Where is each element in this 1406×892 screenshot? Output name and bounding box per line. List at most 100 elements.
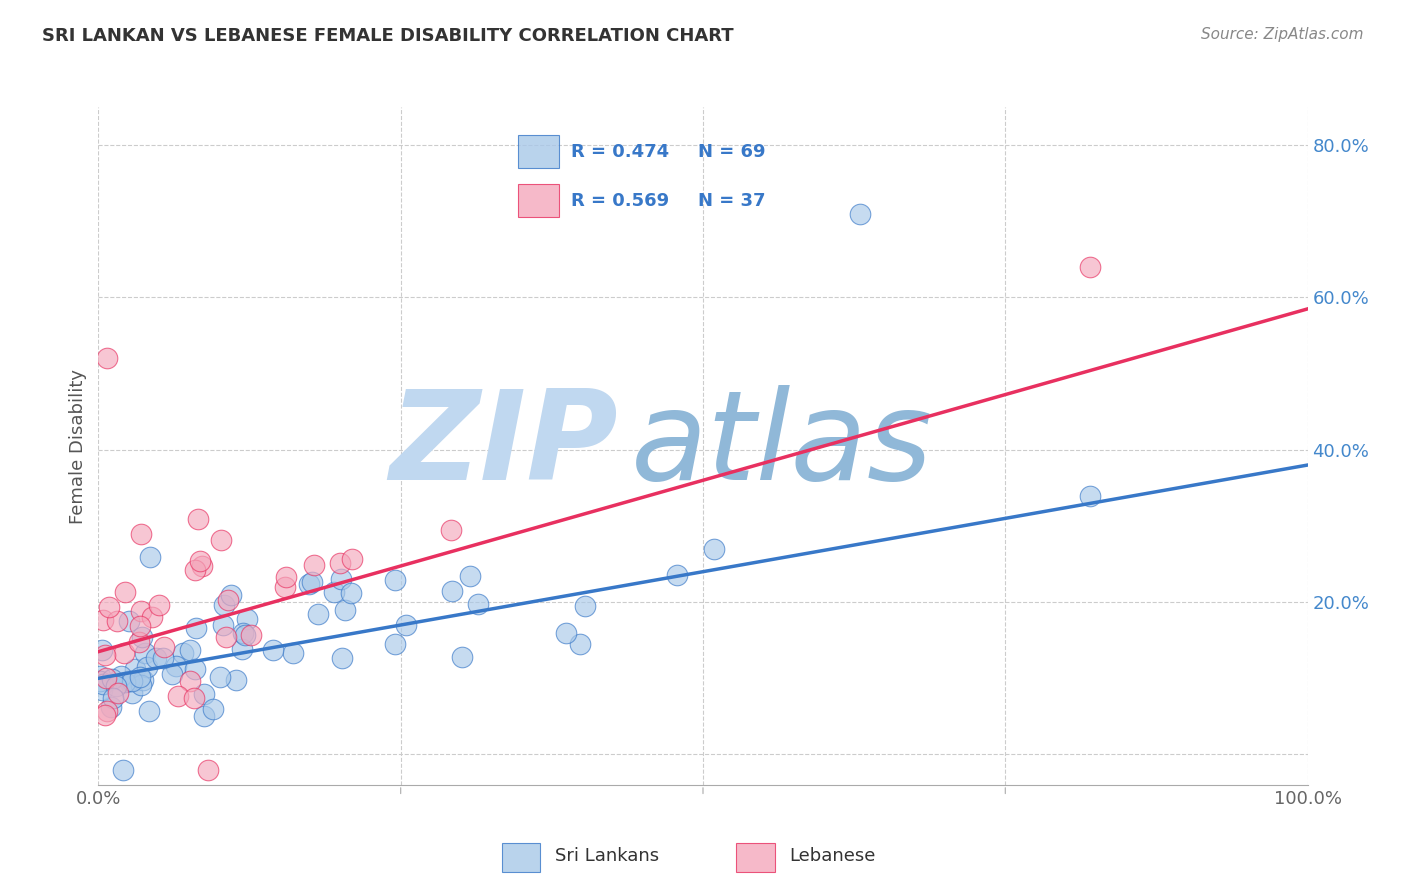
FancyBboxPatch shape (517, 136, 560, 168)
Point (89, 669, 111, 683)
Y-axis label: Female Disability: Female Disability (69, 368, 87, 524)
Point (188, 554, 211, 568)
Point (129, 604, 152, 618)
Point (132, 673, 155, 687)
Point (569, 637, 592, 651)
Point (183, 690, 205, 705)
Point (100, 673, 122, 687)
Point (114, 675, 136, 690)
Point (184, 563, 207, 577)
Point (138, 549, 160, 564)
Point (467, 597, 489, 611)
Point (129, 619, 152, 633)
Point (101, 691, 124, 706)
Point (112, 763, 135, 777)
Text: Source: ZipAtlas.com: Source: ZipAtlas.com (1201, 27, 1364, 42)
Point (165, 659, 187, 673)
Point (91, 677, 114, 691)
Text: N = 37: N = 37 (697, 192, 766, 210)
Text: R = 0.569: R = 0.569 (571, 192, 669, 210)
Point (340, 586, 363, 600)
Point (179, 643, 201, 657)
Point (94, 648, 117, 662)
Point (202, 701, 225, 715)
Point (94, 707, 117, 722)
Point (94, 671, 117, 685)
Text: SRI LANKAN VS LEBANESE FEMALE DISABILITY CORRELATION CHART: SRI LANKAN VS LEBANESE FEMALE DISABILITY… (42, 27, 734, 45)
Point (212, 618, 235, 632)
Point (91, 643, 114, 657)
Point (330, 650, 353, 665)
Point (301, 575, 323, 590)
Point (129, 678, 152, 692)
Point (240, 628, 263, 642)
Point (187, 512, 209, 526)
Point (232, 625, 254, 640)
Point (384, 573, 406, 587)
Point (333, 603, 356, 617)
Point (152, 651, 174, 665)
Point (162, 666, 184, 681)
Point (153, 640, 176, 654)
Point (281, 647, 304, 661)
Point (110, 669, 132, 683)
Point (193, 709, 215, 723)
Point (183, 662, 205, 676)
Point (107, 686, 129, 700)
Point (274, 581, 297, 595)
Point (121, 674, 143, 689)
Point (208, 670, 231, 684)
Point (340, 551, 363, 566)
Point (703, 542, 725, 557)
Point (134, 646, 156, 660)
Point (233, 628, 256, 642)
Point (666, 567, 689, 582)
Point (329, 556, 352, 570)
Point (212, 598, 235, 612)
Point (440, 524, 463, 538)
Point (129, 670, 152, 684)
Point (215, 630, 238, 644)
Point (298, 577, 321, 591)
Point (91, 613, 114, 627)
Text: R = 0.474: R = 0.474 (571, 143, 669, 161)
Point (225, 673, 247, 687)
FancyBboxPatch shape (517, 185, 560, 218)
Text: atlas: atlas (630, 385, 932, 507)
Point (322, 585, 344, 599)
Point (217, 593, 239, 607)
Point (114, 585, 136, 599)
Point (96, 704, 118, 718)
Point (131, 630, 153, 644)
Point (329, 572, 352, 586)
Point (105, 615, 128, 629)
Text: N = 69: N = 69 (697, 143, 766, 161)
Point (235, 612, 257, 626)
Point (262, 643, 284, 657)
Point (97, 599, 120, 614)
Point (145, 650, 167, 665)
Point (193, 687, 215, 701)
Point (90, 683, 112, 698)
Point (384, 637, 406, 651)
Point (124, 662, 146, 676)
Point (100, 699, 122, 714)
Point (276, 570, 298, 584)
Point (307, 607, 329, 621)
Point (555, 625, 578, 640)
Point (148, 599, 170, 613)
Point (179, 674, 201, 689)
Point (167, 689, 190, 703)
Point (197, 763, 219, 777)
Point (112, 646, 135, 660)
Point (172, 647, 194, 661)
Point (209, 533, 232, 547)
Point (136, 660, 159, 674)
Point (451, 650, 474, 665)
Text: Sri Lankans: Sri Lankans (555, 847, 659, 865)
Point (221, 588, 243, 602)
Point (441, 584, 464, 599)
Point (129, 526, 152, 541)
Point (1078, 489, 1101, 503)
Point (121, 686, 143, 700)
